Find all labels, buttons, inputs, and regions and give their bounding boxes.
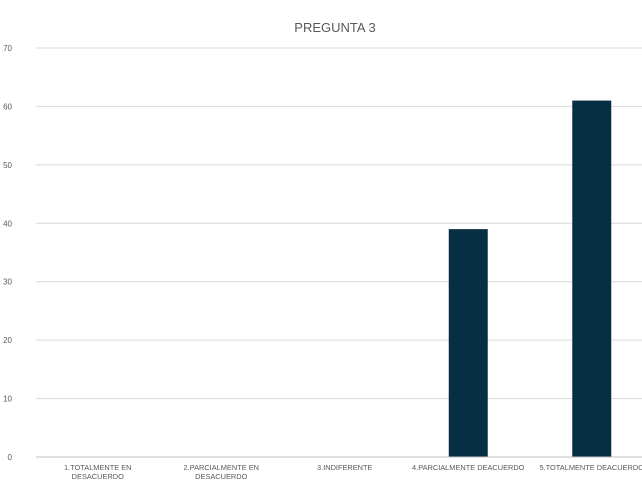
y-tick-label: 0	[8, 453, 13, 462]
x-category-label: 5.TOTALMENTE DEACUERDO	[540, 463, 642, 472]
y-axis-tick-labels: 0 10 20 30 40 50 60 70	[3, 44, 12, 462]
x-category-label: 1.TOTALMENTE EN	[64, 463, 132, 472]
y-tick-label: 60	[3, 102, 12, 111]
y-tick-label: 70	[3, 44, 12, 53]
x-category-label: DESACUERDO	[72, 472, 124, 481]
x-axis-category-labels: 1.TOTALMENTE ENDESACUERDO2.PARCIALMENTE …	[64, 463, 642, 481]
x-category-label: 4.PARCIALMENTE DEACUERDO	[412, 463, 525, 472]
y-tick-label: 20	[3, 336, 12, 345]
x-category-label: 3.INDIFERENTE	[317, 463, 373, 472]
y-tick-label: 30	[3, 278, 12, 287]
bar-5	[572, 100, 612, 457]
y-tick-label: 40	[3, 219, 12, 228]
x-category-label: DESACUERDO	[195, 472, 247, 481]
bars	[448, 100, 612, 457]
chart-title: PREGUNTA 3	[294, 20, 375, 35]
bar-4	[448, 229, 488, 457]
y-tick-label: 10	[3, 395, 12, 404]
y-tick-label: 50	[3, 161, 12, 170]
x-category-label: 2.PARCIALMENTE EN	[184, 463, 259, 472]
gridlines	[36, 47, 642, 400]
